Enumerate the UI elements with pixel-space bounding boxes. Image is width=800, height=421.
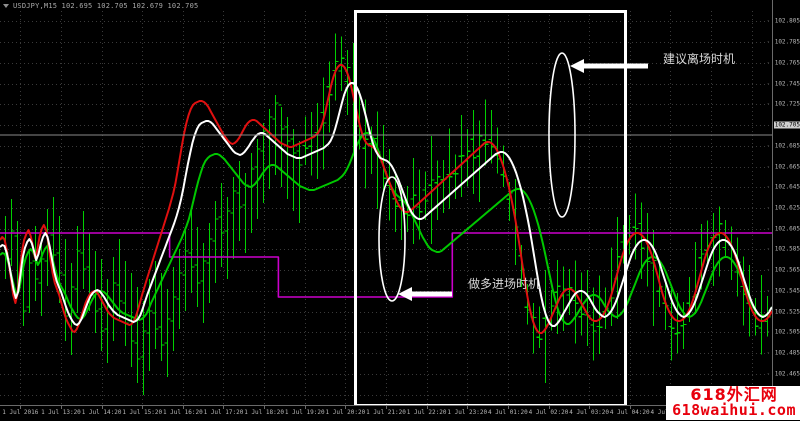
time-tick-label: 1 Jul 17:20 bbox=[203, 409, 244, 416]
time-tick-label: 1 Jul 22:20 bbox=[406, 409, 447, 416]
price-tick: - 102.525 bbox=[766, 308, 800, 316]
price-tick: - 102.485 bbox=[766, 349, 800, 357]
price-tick: - 102.725 bbox=[766, 100, 800, 108]
time-tick-label: 1 Jul 16:20 bbox=[162, 409, 203, 416]
time-tick-mark bbox=[264, 406, 266, 409]
time-tick-mark bbox=[304, 406, 306, 409]
time-tick-mark bbox=[386, 406, 387, 409]
price-tick: - 102.505 bbox=[766, 328, 800, 336]
time-tick-mark bbox=[182, 406, 184, 409]
time-tick-label: 4 Jul 03:20 bbox=[569, 409, 610, 416]
price-chart-svg bbox=[0, 11, 772, 405]
time-tick-label: 1 Jul 19:20 bbox=[284, 409, 325, 416]
price-plot-area[interactable] bbox=[0, 11, 772, 405]
time-tick-label: 4 Jul 02:20 bbox=[528, 409, 569, 416]
price-axis[interactable]: - 102.805 - 102.785 - 102.765 - 102.745 - 10… bbox=[766, 0, 800, 405]
time-tick-label: 1 Jul 18:20 bbox=[244, 409, 284, 416]
price-tick: - 102.685 bbox=[766, 142, 800, 150]
time-tick-mark bbox=[629, 406, 631, 409]
price-tick: - 102.545 bbox=[766, 287, 800, 295]
time-tick-mark bbox=[60, 406, 62, 409]
time-tick-mark bbox=[223, 406, 225, 409]
price-tick: - 102.585 bbox=[766, 245, 800, 253]
time-tick-label: 1 Jul 13:20 bbox=[41, 409, 81, 416]
watermark-line-1: 618外汇网 bbox=[690, 385, 778, 404]
ohlc-bars bbox=[2, 95, 303, 395]
time-tick-label: 4 Jul 01:20 bbox=[488, 409, 528, 416]
time-tick-label: 1 Jul 21:20 bbox=[366, 409, 406, 416]
annotation-exit-label: 建议离场时机 bbox=[663, 52, 736, 66]
price-tick: - 102.465 bbox=[766, 370, 800, 378]
time-tick-mark bbox=[101, 406, 103, 409]
symbol-quote-label: USDJPY,M15 102.695 102.705 102.679 102.7… bbox=[13, 1, 199, 10]
time-tick-mark bbox=[467, 406, 469, 409]
time-tick-mark bbox=[345, 406, 347, 409]
price-tick: - 102.765 bbox=[766, 59, 800, 67]
time-tick-mark bbox=[548, 406, 550, 409]
time-tick-mark bbox=[507, 406, 509, 409]
price-tick: - 102.745 bbox=[766, 80, 800, 88]
watermark-line-2: 618waihui.com bbox=[672, 401, 796, 419]
time-tick-mark bbox=[589, 406, 591, 409]
time-tick-label: 1 Jul 23:20 bbox=[447, 409, 488, 416]
price-tick: - 102.665 bbox=[766, 163, 800, 171]
time-tick-label: 4 Jul 04:20 bbox=[609, 409, 650, 416]
time-tick-mark bbox=[142, 406, 144, 409]
price-tick: 102.705 bbox=[773, 121, 800, 129]
chart-info-bar: USDJPY,M15 102.695 102.705 102.679 102.7… bbox=[0, 0, 800, 11]
time-tick-label: 1 Jul 14:20 bbox=[81, 409, 122, 416]
site-watermark: 618外汇网 618waihui.com bbox=[666, 386, 800, 420]
price-tick: - 102.785 bbox=[766, 38, 800, 46]
time-tick-mark bbox=[20, 406, 22, 409]
price-tick: - 102.565 bbox=[766, 266, 800, 274]
time-tick-label: 1 Jul 2016 bbox=[2, 409, 39, 416]
time-tick-label: 1 Jul 20:20 bbox=[325, 409, 366, 416]
price-tick: - 102.805 bbox=[766, 17, 800, 25]
price-tick: - 102.625 bbox=[766, 204, 800, 212]
price-tick: - 102.605 bbox=[766, 225, 800, 233]
time-tick-label: 1 Jul 15:20 bbox=[122, 409, 163, 416]
time-tick-mark bbox=[426, 406, 428, 409]
triangle-down-icon[interactable] bbox=[3, 3, 9, 8]
annotation-entry-label: 做多进场时机 bbox=[468, 277, 541, 291]
price-tick: - 102.645 bbox=[766, 183, 800, 191]
